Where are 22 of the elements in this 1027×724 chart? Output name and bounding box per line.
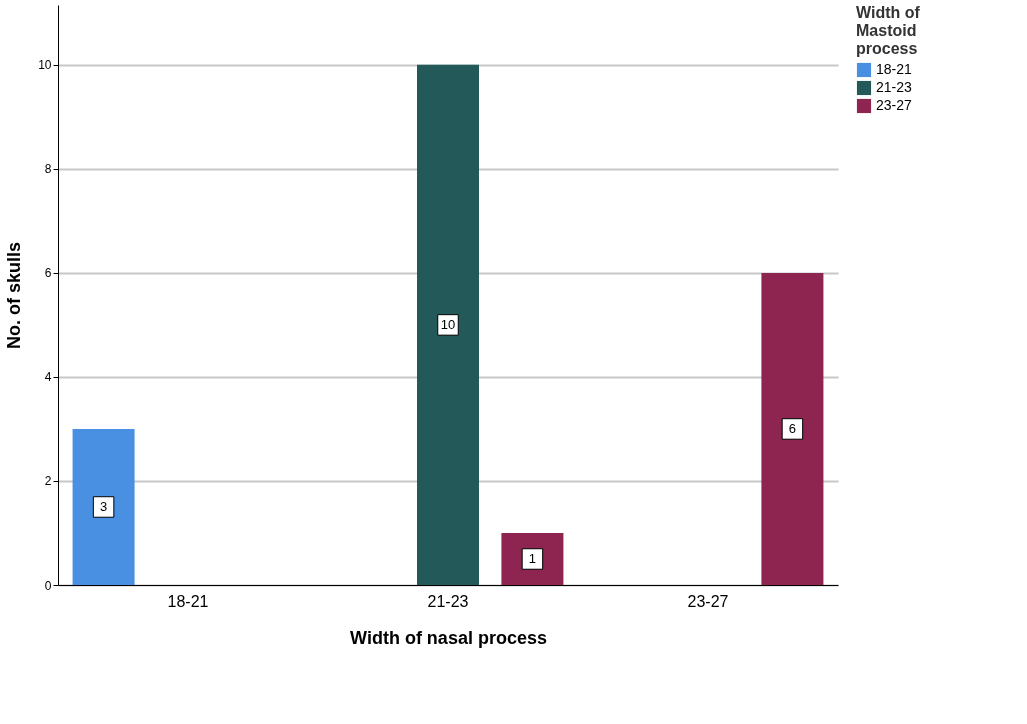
data-label: 3 [99, 498, 108, 514]
y-tick-label: 0 [44, 578, 52, 593]
data-label: 10 [440, 316, 456, 332]
data-label: 6 [788, 420, 797, 436]
legend-label: 23-27 [876, 97, 913, 113]
x-tick-label: 23-27 [687, 592, 729, 610]
legend-title: Width of Mastoid process [856, 4, 921, 57]
legend-label: 21-23 [876, 79, 913, 95]
y-tick-label: 8 [44, 162, 52, 177]
bar [417, 64, 479, 585]
bar [72, 428, 135, 585]
y-tick-label: 6 [44, 266, 52, 281]
x-axis-title: Width of nasal process [350, 627, 547, 648]
y-tick-label: 10 [38, 58, 52, 73]
y-tick-label: 2 [44, 474, 52, 489]
x-tick-label: 21-23 [427, 592, 469, 610]
data-label: 1 [528, 550, 537, 566]
y-tick-label: 4 [44, 370, 52, 385]
x-tick-label: 18-21 [167, 592, 209, 610]
y-axis-title: No. of skulls [4, 241, 25, 350]
legend-label: 18-21 [876, 61, 913, 77]
bar [761, 272, 824, 585]
